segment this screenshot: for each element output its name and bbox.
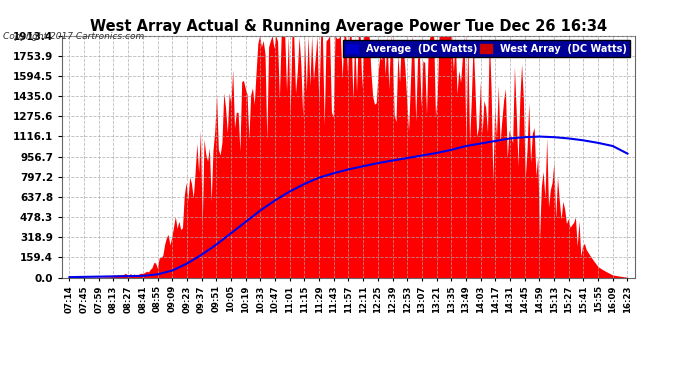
- Title: West Array Actual & Running Average Power Tue Dec 26 16:34: West Array Actual & Running Average Powe…: [90, 20, 607, 34]
- Text: Copyright 2017 Cartronics.com: Copyright 2017 Cartronics.com: [3, 32, 145, 41]
- Legend: Average  (DC Watts), West Array  (DC Watts): Average (DC Watts), West Array (DC Watts…: [343, 40, 630, 57]
